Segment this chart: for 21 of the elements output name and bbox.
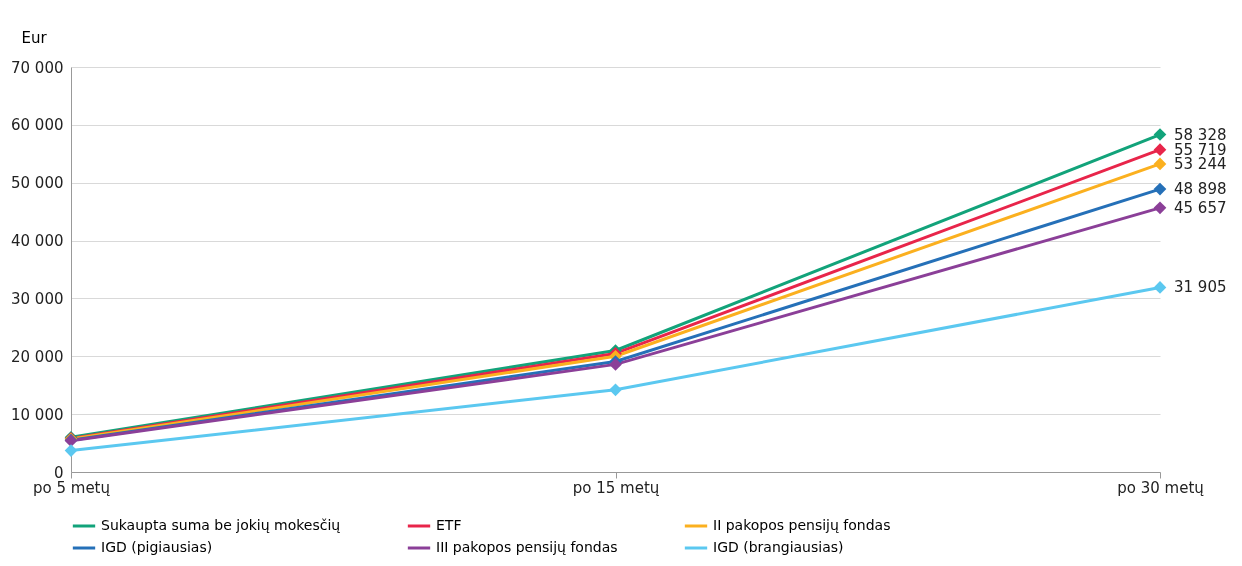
y-tick-label: 20 000 bbox=[11, 347, 64, 366]
y-tick-label: 10 000 bbox=[11, 405, 64, 424]
y-tick-label: 40 000 bbox=[11, 232, 64, 251]
y-tick-label: 30 000 bbox=[11, 289, 64, 308]
legend-label: IGD (pigiausias) bbox=[101, 539, 213, 555]
legend-label: IGD (brangiausias) bbox=[713, 539, 844, 555]
x-tick-label: po 30 metų bbox=[1117, 478, 1205, 497]
legend-label: II pakopos pensijų fondas bbox=[713, 517, 891, 533]
data-label: 58 328 bbox=[1174, 125, 1227, 144]
y-tick-label: 70 000 bbox=[11, 58, 64, 77]
y-tick-label: 50 000 bbox=[11, 174, 64, 193]
legend-label: ETF bbox=[436, 517, 462, 533]
data-label: 31 905 bbox=[1174, 278, 1227, 297]
legend-label: Sukaupta suma be jokių mokesčių bbox=[101, 517, 341, 533]
y-tick-label: 60 000 bbox=[11, 116, 64, 135]
data-label: 48 898 bbox=[1174, 180, 1227, 199]
data-label: 45 657 bbox=[1174, 198, 1227, 217]
x-tick-label: po 15 metų bbox=[572, 478, 660, 497]
legend-label: III pakopos pensijų fondas bbox=[436, 539, 618, 555]
y-axis-title: Eur bbox=[21, 28, 48, 47]
data-label: 53 244 bbox=[1174, 154, 1227, 173]
